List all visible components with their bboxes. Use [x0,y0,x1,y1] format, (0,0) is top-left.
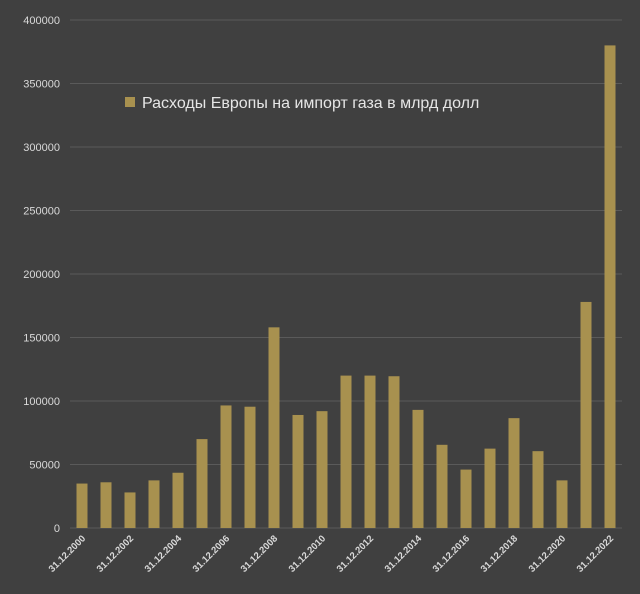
x-tick-label: 31.12.2010 [287,533,328,574]
bar [220,405,232,528]
bar [604,45,616,529]
bar [124,492,136,528]
y-tick-label: 400000 [23,15,60,27]
bar [532,451,544,528]
bars [76,45,616,529]
legend-label: Расходы Европы на импорт газа в млрд дол… [142,95,479,112]
bar [412,409,424,528]
x-tick-label: 31.12.2002 [95,533,136,574]
x-tick-label: 31.12.2008 [239,533,280,574]
x-tick-label: 31.12.2020 [527,533,568,574]
bar [268,327,280,528]
bar [292,414,304,528]
x-tick-label: 31.12.2006 [191,533,232,574]
legend-swatch [125,97,135,107]
bar [340,375,352,528]
y-tick-label: 300000 [23,142,60,154]
bar [484,448,496,528]
bar [76,483,88,528]
bar [364,375,376,528]
y-tick-label: 250000 [23,206,60,218]
bar [556,480,568,528]
bar [316,411,328,528]
y-tick-label: 100000 [23,396,60,408]
bar [460,469,472,528]
y-tick-label: 0 [54,523,60,535]
x-axis-ticks: 31.12.2000 31.12.2002 31.12.2004 31.12.2006… [47,533,616,575]
bar [580,301,592,528]
x-tick-label: 31.12.2022 [575,533,616,574]
y-tick-label: 50000 [29,460,60,472]
y-tick-label: 150000 [23,333,60,345]
bar [196,439,208,528]
bar [244,406,256,528]
bar [172,472,184,528]
legend: Расходы Европы на импорт газа в млрд дол… [125,95,479,112]
x-tick-label: 31.12.2012 [335,533,376,574]
x-tick-label: 31.12.2014 [383,533,425,575]
bar [508,418,520,528]
bar [388,376,400,528]
bar [100,482,112,528]
x-tick-label: 31.12.2016 [431,533,472,574]
y-axis-ticks: 0 50000 100000 150000 200000 250000 300000 3500… [23,15,60,535]
x-tick-label: 31.12.2018 [479,533,520,574]
bar [148,480,160,528]
x-tick-label: 31.12.2004 [143,533,185,575]
bar [436,444,448,528]
y-tick-label: 200000 [23,269,60,281]
y-tick-label: 350000 [23,79,60,91]
grid-lines [70,19,622,529]
x-tick-label: 31.12.2000 [47,533,88,574]
